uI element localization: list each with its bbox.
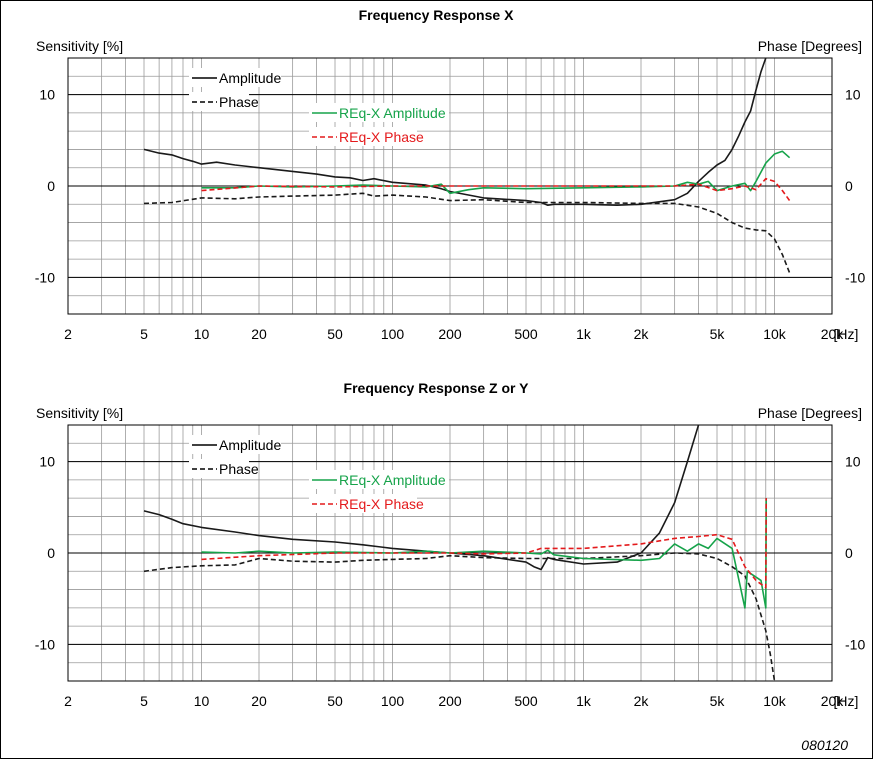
legend-backdrop <box>189 435 281 454</box>
legend-backdrop <box>309 470 449 489</box>
y-tick-label-left: 10 <box>39 454 55 470</box>
legend-backdrop <box>309 103 449 122</box>
legend-label: Amplitude <box>219 437 281 453</box>
y-tick-label-left: -10 <box>35 269 55 285</box>
x-tick-label: 200 <box>438 326 462 342</box>
y-tick-label-left: 0 <box>47 178 55 194</box>
y-tick-label-right: -10 <box>845 269 865 285</box>
x-tick-label: 100 <box>381 326 405 342</box>
legend-backdrop <box>189 68 281 87</box>
x-tick-label: 1k <box>576 693 592 709</box>
chart-z-or-y: Frequency Response Z or Y Sensitivity [%… <box>35 380 866 709</box>
series-lines <box>143 58 791 274</box>
legend-label: Phase <box>219 94 259 110</box>
legend-color: REq-X Amplitude REq-X Phase <box>309 103 449 146</box>
legend-label: REq-X Amplitude <box>339 105 446 121</box>
legend-backdrop <box>189 459 249 478</box>
y-tick-label-left: -10 <box>35 636 55 652</box>
y-tick-label-right: 0 <box>845 545 853 561</box>
x-tick-label: 50 <box>327 326 343 342</box>
chart-x: Frequency Response X Sensitivity [%] Pha… <box>35 7 866 342</box>
legend-label: REq-X Phase <box>339 129 424 145</box>
x-tick-label: 20k <box>821 693 845 709</box>
x-tick-label: 5 <box>140 326 148 342</box>
x-tick-label: 2 <box>64 693 72 709</box>
x-tick-label: 2 <box>64 326 72 342</box>
series-line-amplitude <box>143 58 767 206</box>
y-axis-label-left: Sensitivity [%] <box>36 405 123 421</box>
x-tick-label: 200 <box>438 693 462 709</box>
x-unit-label: [Hz] <box>834 326 859 342</box>
chart-title: Frequency Response X <box>359 7 514 23</box>
chart-title: Frequency Response Z or Y <box>344 380 530 396</box>
x-tick-label: 5k <box>710 693 726 709</box>
x-tick-label: 10 <box>194 693 210 709</box>
plot-frame <box>67 57 833 315</box>
x-tick-label: 2k <box>634 693 650 709</box>
x-tick-label: 500 <box>514 693 538 709</box>
y-axis-label-right: Phase [Degrees] <box>758 38 862 54</box>
series-line-req-x-phase <box>201 498 768 589</box>
x-tick-label: 20k <box>821 326 845 342</box>
x-tick-label: 2k <box>634 326 650 342</box>
x-tick-label: 5k <box>710 326 726 342</box>
grid <box>68 58 832 314</box>
x-unit-label: [Hz] <box>834 693 859 709</box>
grid <box>68 425 832 681</box>
y-axis-label-left: Sensitivity [%] <box>36 38 123 54</box>
x-tick-label: 50 <box>327 693 343 709</box>
legend-backdrop <box>189 92 249 111</box>
x-tick-label: 10k <box>763 693 787 709</box>
series-line-amplitude <box>143 425 700 571</box>
legend-label: REq-X Amplitude <box>339 472 446 488</box>
series-lines <box>143 425 776 681</box>
y-tick-label-right: 10 <box>845 87 861 103</box>
series-line-phase <box>143 192 791 274</box>
legend-color: REq-X Amplitude REq-X Phase <box>309 470 449 513</box>
legend-black: Amplitude Phase <box>189 435 281 478</box>
legend-label: Phase <box>219 461 259 477</box>
y-axis-label-right: Phase [Degrees] <box>758 405 862 421</box>
figure-id: 080120 <box>801 737 848 753</box>
legend-black: Amplitude Phase <box>189 68 281 111</box>
x-tick-label: 20 <box>251 326 267 342</box>
x-tick-label: 1k <box>576 326 592 342</box>
legend-label: Amplitude <box>219 70 281 86</box>
series-line-req-x-amplitude <box>201 150 791 195</box>
y-tick-label-right: 10 <box>845 454 861 470</box>
x-tick-label: 100 <box>381 693 405 709</box>
legend-label: REq-X Phase <box>339 496 424 512</box>
y-tick-label-left: 10 <box>39 87 55 103</box>
x-tick-label: 500 <box>514 326 538 342</box>
y-tick-label-right: -10 <box>845 636 865 652</box>
legend-backdrop <box>309 127 417 146</box>
x-tick-label: 10k <box>763 326 787 342</box>
y-tick-label-left: 0 <box>47 545 55 561</box>
x-tick-label: 5 <box>140 693 148 709</box>
plot-frame <box>67 424 833 682</box>
x-tick-label: 20 <box>251 693 267 709</box>
y-tick-label-right: 0 <box>845 178 853 194</box>
legend-backdrop <box>309 494 417 513</box>
x-tick-label: 10 <box>194 326 210 342</box>
